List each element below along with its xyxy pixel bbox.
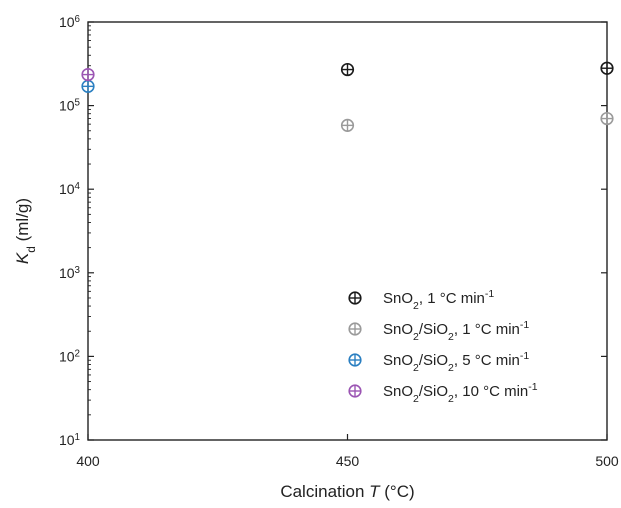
data-point-series-4	[81, 67, 95, 82]
legend-label-3: SnO2/SiO2, 5 °C min-1	[383, 350, 529, 374]
y-tick-label: 103	[59, 264, 81, 281]
data-point-series-3	[81, 79, 95, 93]
x-axis-ticks: 400 450 500	[76, 434, 619, 469]
legend-marker-4	[348, 384, 362, 398]
x-tick-label: 400	[76, 453, 100, 469]
legend-marker-2	[348, 322, 362, 336]
x-axis-title: Calcination T (°C)	[280, 482, 414, 501]
legend: SnO2, 1 °C min-1 SnO2/SiO2, 1 °C min-1 SnO…	[348, 288, 538, 405]
x-tick-label: 500	[595, 453, 619, 469]
y-tick-label: 106	[59, 14, 81, 31]
data-point-series-1	[600, 61, 614, 75]
legend-marker-3	[348, 353, 362, 367]
y-axis-title: Kd (ml/g)	[13, 198, 38, 264]
y-axis-ticks: 101 102 103 104 105 106	[59, 14, 607, 449]
legend-label-2: SnO2/SiO2, 1 °C min-1	[383, 319, 529, 343]
legend-label-1: SnO2, 1 °C min-1	[383, 288, 494, 312]
legend-marker-1	[348, 291, 362, 305]
data-points	[81, 61, 614, 132]
legend-label-4: SnO2/SiO2, 10 °C min-1	[383, 381, 538, 405]
data-point-series-1	[340, 62, 355, 77]
y-tick-label: 105	[59, 97, 81, 114]
y-tick-label: 101	[59, 432, 80, 449]
data-point-series-2	[340, 118, 355, 132]
y-tick-label: 104	[59, 181, 81, 198]
x-tick-label: 450	[336, 453, 360, 469]
data-point-series-2	[600, 111, 614, 126]
y-tick-label: 102	[59, 348, 80, 365]
